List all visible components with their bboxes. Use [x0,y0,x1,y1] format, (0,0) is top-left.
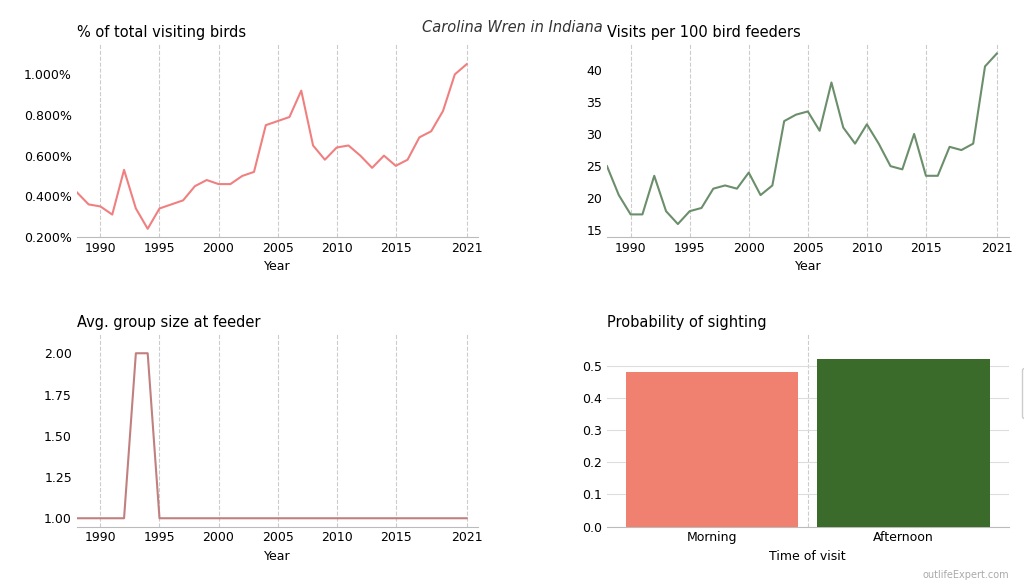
Text: Probability of sighting: Probability of sighting [607,315,767,329]
Bar [817,359,989,526]
X-axis label: Year: Year [795,260,821,273]
X-axis label: Year: Year [264,550,291,563]
X-axis label: Year: Year [264,260,291,273]
Text: Avg. group size at feeder: Avg. group size at feeder [77,315,260,329]
X-axis label: Time of visit: Time of visit [769,550,846,563]
Text: outlifeExpert.com: outlifeExpert.com [922,570,1009,580]
Legend: Morning, Afternoon: Morning, Afternoon [1022,368,1024,418]
Text: Visits per 100 bird feeders: Visits per 100 bird feeders [607,25,801,40]
Text: % of total visiting birds: % of total visiting birds [77,25,246,40]
Text: Carolina Wren in Indiana: Carolina Wren in Indiana [422,20,602,36]
Bar [626,372,799,526]
